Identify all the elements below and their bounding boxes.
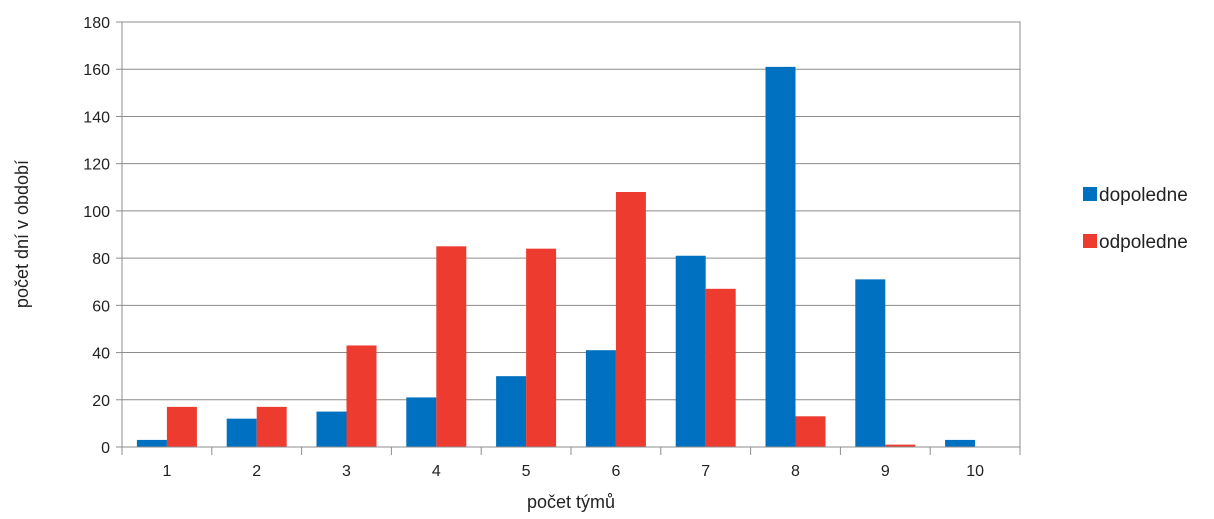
bar-dopoledne-6	[585, 350, 616, 447]
bar-odpoledne-7	[705, 288, 736, 447]
y-tick-label: 40	[92, 346, 110, 363]
bar-dopoledne-8	[765, 66, 796, 447]
bar-dopoledne-1	[136, 439, 167, 447]
x-tick-label: 8	[791, 463, 800, 480]
bar-dopoledne-4	[406, 397, 437, 447]
bar-odpoledne-3	[346, 345, 377, 447]
bar-dopoledne-2	[226, 418, 257, 447]
y-tick-label: 180	[83, 15, 110, 32]
x-tick-label: 10	[966, 463, 984, 480]
axes	[116, 21, 1021, 455]
bars	[136, 66, 976, 447]
bar-dopoledne-9	[855, 279, 886, 447]
y-tick-label: 80	[92, 251, 110, 268]
legend: dopoledne odpoledne	[1083, 185, 1188, 253]
x-tick-labels: 1 2 3 4 5 6 7 8 9 10	[162, 463, 984, 480]
y-tick-label: 120	[83, 157, 110, 174]
x-axis-title: počet týmů	[527, 492, 615, 512]
x-tick-label: 2	[252, 463, 261, 480]
bar-odpoledne-4	[436, 246, 467, 447]
legend-label-odpoledne: odpoledne	[1099, 232, 1188, 253]
bar-dopoledne-5	[496, 376, 527, 447]
y-tick-label: 60	[92, 298, 110, 315]
bar-odpoledne-5	[526, 248, 557, 447]
y-tick-label: 140	[83, 109, 110, 126]
x-tick-label: 6	[611, 463, 620, 480]
x-tick-label: 9	[881, 463, 890, 480]
x-tick-label: 7	[701, 463, 710, 480]
x-tick-label: 3	[342, 463, 351, 480]
x-tick-label: 4	[432, 463, 441, 480]
bar-dopoledne-3	[316, 411, 347, 447]
y-tick-labels: 0 20 40 60 80 100 120 140 160 180	[83, 15, 110, 457]
bar-odpoledne-6	[615, 192, 646, 447]
y-axis-title: počet dní v období	[12, 160, 32, 308]
legend-swatch-odpoledne	[1083, 234, 1097, 248]
bar-dopoledne-10	[945, 439, 976, 447]
bar-dopoledne-7	[675, 255, 706, 447]
bar-odpoledne-9	[885, 444, 916, 447]
legend-swatch-dopoledne	[1083, 187, 1097, 201]
y-tick-label: 20	[92, 393, 110, 410]
legend-label-dopoledne: dopoledne	[1099, 185, 1188, 206]
bar-odpoledne-8	[795, 416, 826, 447]
bar-odpoledne-2	[256, 406, 287, 447]
bar-odpoledne-1	[166, 406, 197, 447]
y-tick-label: 100	[83, 204, 110, 221]
x-tick-label: 5	[522, 463, 531, 480]
x-tick-label: 1	[162, 463, 171, 480]
y-tick-label: 160	[83, 62, 110, 79]
y-tick-label: 0	[101, 440, 110, 457]
